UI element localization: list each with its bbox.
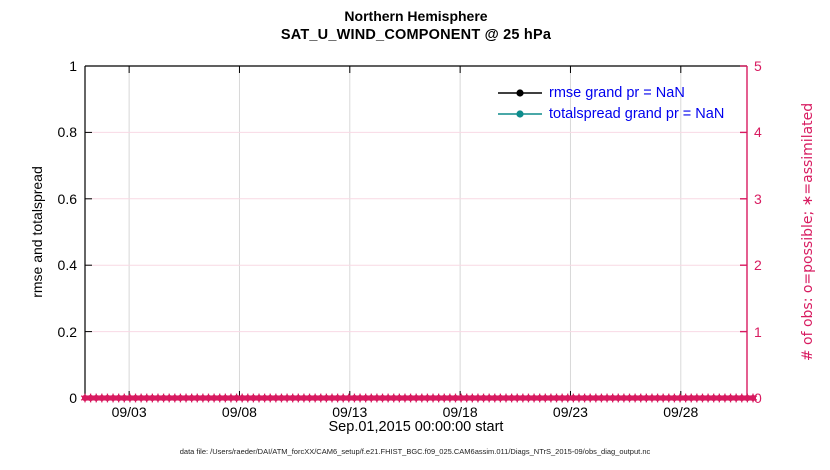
- right-y-tick-label: 1: [754, 323, 762, 340]
- totalspread-line-marker-icon: [498, 109, 542, 118]
- x-tick-label: 09/23: [552, 404, 588, 420]
- right-y-tick-label: 0: [754, 390, 762, 406]
- left-y-tick-label: 0.6: [57, 190, 77, 207]
- right-y-tick-label: 5: [754, 58, 762, 74]
- chart-title: Northern Hemisphere: [344, 8, 488, 24]
- legend-entry-rmse: rmse grand pr = NaN: [497, 82, 724, 103]
- x-tick-label: 09/13: [332, 404, 368, 420]
- rmse-line-marker-icon: [498, 88, 542, 97]
- x-tick-label: 09/18: [442, 404, 478, 420]
- left-y-tick-label: 1: [69, 58, 77, 74]
- left-y-tick-label: 0: [69, 390, 77, 406]
- legend: rmse grand pr = NaN totalspread grand pr…: [497, 82, 724, 124]
- left-axis-label: rmse and totalspread: [29, 166, 45, 298]
- left-y-tick-label: 0.2: [57, 323, 77, 340]
- right-y-tick-label: 3: [754, 190, 762, 207]
- right-y-tick-label: 4: [754, 124, 762, 141]
- legend-label-rmse: rmse grand pr = NaN: [549, 84, 685, 101]
- data-file-caption: data file: /Users/raeder/DAI/ATM_forcXX/…: [179, 447, 651, 456]
- legend-label-totalspread: totalspread grand pr = NaN: [549, 105, 725, 122]
- x-tick-label: 09/03: [111, 404, 147, 420]
- x-tick-label: 09/08: [221, 404, 257, 420]
- plot-area: [80, 65, 758, 403]
- plot-canvas: [80, 65, 758, 403]
- legend-entry-totalspread: totalspread grand pr = NaN: [497, 103, 724, 124]
- x-tick-label: 09/28: [663, 404, 699, 420]
- right-y-tick-label: 2: [754, 257, 762, 274]
- left-y-tick-label: 0.4: [57, 257, 77, 274]
- x-axis-label: Sep.01,2015 00:00:00 start: [328, 419, 504, 435]
- chart-subtitle: SAT_U_WIND_COMPONENT @ 25 hPa: [280, 27, 552, 43]
- right-axis-label: # of obs: o=possible; ∗=assimilated: [800, 102, 816, 362]
- left-y-tick-label: 0.8: [57, 124, 77, 141]
